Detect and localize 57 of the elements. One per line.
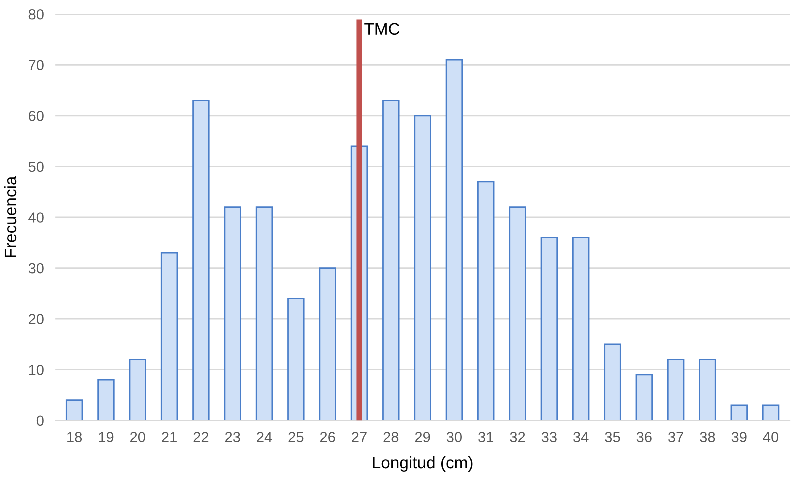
y-tick-label: 20 bbox=[28, 314, 44, 324]
x-tick-label: 36 bbox=[636, 432, 652, 442]
bar bbox=[98, 379, 115, 421]
x-tick-label: 21 bbox=[162, 432, 177, 442]
x-tick-label: 33 bbox=[542, 432, 557, 442]
bar bbox=[288, 298, 305, 421]
x-tick-label: 27 bbox=[352, 432, 367, 442]
y-tick-label: 30 bbox=[28, 263, 44, 274]
y-tick-label: 40 bbox=[28, 212, 44, 223]
bar bbox=[446, 59, 464, 421]
x-tick-label: 35 bbox=[605, 432, 620, 442]
bar bbox=[319, 268, 336, 421]
y-tick-label: 50 bbox=[28, 162, 44, 172]
bar bbox=[636, 374, 654, 421]
ref-line-label: TMC bbox=[364, 23, 400, 36]
x-tick-label: 29 bbox=[415, 432, 430, 442]
bar bbox=[699, 359, 716, 421]
y-tick-label: 70 bbox=[28, 60, 44, 71]
bar bbox=[66, 400, 84, 421]
x-tick-label: 39 bbox=[732, 432, 747, 442]
x-axis-title: Longitud (cm) bbox=[373, 456, 473, 472]
x-tick-label: 31 bbox=[478, 432, 494, 442]
x-tick-label: 22 bbox=[194, 432, 209, 442]
bar bbox=[572, 237, 590, 421]
x-tick-label: 28 bbox=[384, 432, 399, 442]
x-tick-label: 18 bbox=[68, 432, 82, 442]
bar bbox=[604, 344, 622, 421]
x-tick-label: 40 bbox=[763, 432, 779, 442]
bar bbox=[192, 100, 210, 421]
bar bbox=[224, 206, 242, 421]
bar bbox=[730, 404, 748, 421]
bar bbox=[540, 237, 558, 421]
x-tick-label: 20 bbox=[130, 432, 146, 442]
bar bbox=[509, 206, 526, 421]
bar bbox=[160, 252, 178, 421]
bar bbox=[762, 404, 780, 421]
x-tick-label: 24 bbox=[257, 432, 272, 442]
x-tick-label: 38 bbox=[700, 432, 716, 442]
x-tick-label: 26 bbox=[320, 432, 336, 442]
bar bbox=[129, 359, 146, 421]
bar bbox=[256, 206, 274, 421]
x-tick-label: 23 bbox=[225, 432, 240, 442]
bar bbox=[414, 115, 432, 421]
x-tick-label: 25 bbox=[288, 432, 304, 442]
bar bbox=[382, 100, 400, 421]
y-tick-label: 10 bbox=[29, 364, 44, 376]
y-tick-label: 80 bbox=[28, 9, 44, 20]
y-tick-label: 0 bbox=[36, 416, 44, 426]
x-tick-label: 30 bbox=[446, 432, 462, 442]
bar bbox=[478, 181, 495, 421]
bar bbox=[667, 359, 685, 421]
x-tick-label: 37 bbox=[668, 432, 684, 442]
x-tick-label: 34 bbox=[574, 432, 589, 442]
x-tick-label: 32 bbox=[510, 432, 526, 442]
y-tick-label: 60 bbox=[28, 111, 44, 122]
y-axis-title: Frecuencia bbox=[4, 176, 17, 258]
x-tick-label: 19 bbox=[99, 432, 114, 442]
